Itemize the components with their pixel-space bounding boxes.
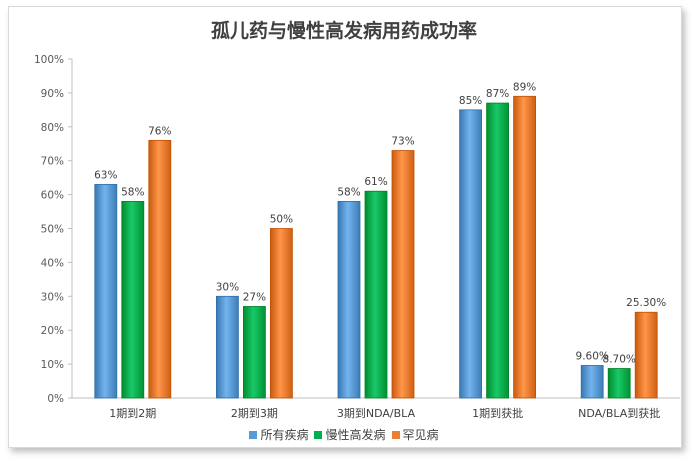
x-tick-label: NDA/BLA到获批 bbox=[578, 406, 660, 420]
y-tick-label: 50% bbox=[41, 224, 64, 236]
data-label: 9.60% bbox=[576, 350, 609, 362]
data-label: 58% bbox=[337, 186, 360, 198]
bar-2-1 bbox=[121, 200, 145, 399]
legend-label: 慢性高发病 bbox=[325, 428, 386, 442]
legend-label: 所有疾病 bbox=[260, 428, 309, 442]
x-tick-label: 3期到NDA/BLA bbox=[337, 407, 416, 420]
bar-1-4 bbox=[459, 109, 483, 399]
data-label: 89% bbox=[513, 81, 536, 93]
y-tick-label: 80% bbox=[41, 122, 64, 134]
legend-swatch bbox=[249, 431, 258, 439]
bar-1-1 bbox=[94, 184, 118, 399]
y-tick-label: 90% bbox=[41, 88, 64, 100]
data-label: 25.30% bbox=[626, 297, 666, 309]
bar-3-1 bbox=[148, 139, 172, 399]
y-tick-label: 70% bbox=[41, 156, 64, 168]
bar-1-2 bbox=[215, 295, 239, 399]
data-label: 8.70% bbox=[603, 354, 636, 366]
data-label: 87% bbox=[486, 88, 509, 100]
bar-3-4 bbox=[513, 95, 536, 399]
chart-legend: 所有疾病 慢性高发病 罕见病 bbox=[0, 426, 688, 443]
legend-item: 罕见病 bbox=[391, 426, 439, 443]
bar-3-3 bbox=[391, 150, 415, 399]
y-tick-label: 60% bbox=[41, 190, 64, 202]
y-tick-label: 0% bbox=[47, 393, 64, 405]
y-tick-label: 100% bbox=[34, 54, 64, 66]
legend-item: 所有疾病 bbox=[249, 426, 308, 443]
y-tick-label: 20% bbox=[41, 325, 64, 337]
y-tick-label: 30% bbox=[41, 291, 64, 303]
data-label: 58% bbox=[121, 186, 144, 198]
bar-2-5 bbox=[607, 368, 631, 399]
data-label: 61% bbox=[364, 176, 387, 188]
legend-swatch bbox=[391, 431, 400, 439]
bar-2-3 bbox=[364, 190, 388, 399]
y-tick-label: 10% bbox=[41, 359, 64, 371]
legend-swatch bbox=[314, 431, 323, 439]
data-label: 73% bbox=[391, 136, 414, 148]
bar-1-3 bbox=[337, 200, 361, 399]
y-tick-label: 40% bbox=[41, 257, 64, 269]
data-label: 85% bbox=[459, 95, 482, 107]
bar-2-2 bbox=[242, 306, 266, 399]
data-label: 27% bbox=[243, 291, 266, 303]
bar-3-5 bbox=[634, 311, 658, 399]
legend-item: 慢性高发病 bbox=[314, 426, 386, 443]
bar-3-2 bbox=[269, 228, 293, 399]
x-tick-label: 2期到3期 bbox=[231, 407, 278, 420]
bar-1-5 bbox=[580, 365, 604, 399]
data-label: 63% bbox=[94, 169, 117, 181]
legend-label: 罕见病 bbox=[402, 428, 439, 442]
x-tick-label: 1期到2期 bbox=[109, 407, 156, 420]
x-tick-label: 1期到获批 bbox=[472, 406, 523, 420]
chart-title: 孤儿药与慢性高发病用药成功率 bbox=[210, 20, 477, 42]
data-label: 50% bbox=[270, 214, 293, 226]
data-label: 76% bbox=[148, 125, 171, 137]
bar-2-4 bbox=[486, 102, 510, 399]
data-label: 30% bbox=[216, 281, 239, 293]
